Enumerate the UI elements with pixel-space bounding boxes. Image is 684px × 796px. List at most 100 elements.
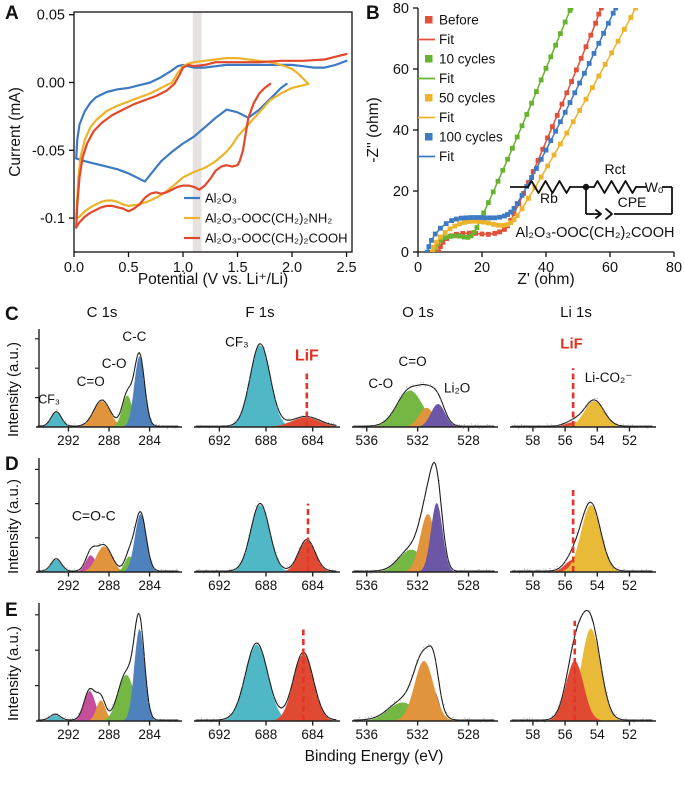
raw-data-dot <box>569 419 571 421</box>
raw-data-dot <box>559 701 561 703</box>
raw-data-dot <box>78 712 80 714</box>
eis-marker <box>502 213 507 219</box>
intensity-axis-label: Intensity (a.u.) <box>4 479 22 575</box>
eis-marker <box>567 100 573 105</box>
xps-spectrum-C-F1s: 692 688 684 CF₃ LiF <box>194 335 340 448</box>
eis-marker <box>471 218 477 224</box>
raw-data-dot <box>247 390 249 392</box>
raw-data-dot <box>229 712 231 714</box>
raw-data-dot <box>277 706 279 708</box>
raw-data-dot <box>129 385 131 387</box>
raw-data-dot <box>405 691 407 693</box>
raw-data-dot <box>477 569 479 571</box>
peak-annotation: C=O <box>77 374 105 389</box>
raw-data-dot <box>642 718 644 720</box>
raw-data-dot <box>237 568 239 570</box>
raw-data-dot <box>105 545 107 547</box>
raw-data-dot <box>73 423 75 425</box>
raw-data-dot <box>251 527 254 529</box>
raw-data-dot <box>325 424 327 426</box>
raw-data-dot <box>646 568 648 570</box>
raw-data-dot <box>320 562 322 564</box>
raw-data-dot <box>224 425 226 427</box>
raw-data-dot <box>246 546 248 548</box>
peak-annotation: LiF <box>560 336 583 353</box>
x-tick-label: 292 <box>57 578 80 593</box>
eis-marker <box>426 244 432 249</box>
raw-data-dot <box>363 570 365 572</box>
raw-data-dot <box>76 719 78 721</box>
raw-data-dot <box>54 714 56 716</box>
xps-peak-CF3 <box>196 644 336 721</box>
raw-data-dot <box>312 681 314 683</box>
raw-data-dot <box>302 415 304 417</box>
eis-marker <box>442 235 448 241</box>
raw-data-dot <box>517 427 519 430</box>
raw-data-dot <box>282 419 284 421</box>
raw-data-dot <box>273 696 275 698</box>
eis-marker <box>438 244 443 249</box>
eis-marker <box>438 234 443 240</box>
xps-peak-C-C <box>38 628 178 721</box>
raw-data-dot <box>557 425 559 427</box>
eis-marker <box>432 231 438 237</box>
raw-data-dot <box>393 563 395 566</box>
raw-data-dot <box>612 714 614 716</box>
raw-data-dot <box>562 422 564 424</box>
raw-data-dot <box>608 558 610 560</box>
raw-data-dot <box>606 413 608 415</box>
legend-label: Al₂O₃ <box>205 191 237 206</box>
raw-data-dot <box>543 568 545 570</box>
x-tick-label: 58 <box>525 578 540 593</box>
raw-data-dot <box>601 406 603 408</box>
raw-data-dot <box>552 715 554 717</box>
x-tick-label: 1.0 <box>173 260 193 276</box>
raw-data-dot <box>514 423 516 425</box>
raw-data-dot <box>544 721 546 723</box>
raw-data-dot <box>98 543 100 545</box>
x-tick-label: 684 <box>301 433 324 448</box>
raw-data-dot <box>413 385 415 387</box>
raw-data-dot <box>390 413 393 415</box>
raw-data-dot <box>569 550 571 552</box>
raw-data-dot <box>121 675 123 677</box>
raw-data-dot <box>253 358 255 360</box>
eis-marker <box>473 215 478 220</box>
xps-spectrum-E-F1s: 692 688 684 <box>194 626 340 742</box>
x-tick-label: 20 <box>474 260 490 276</box>
raw-data-dot <box>166 427 168 429</box>
raw-data-dot <box>462 427 464 429</box>
raw-data-dot <box>322 565 324 567</box>
raw-data-dot <box>636 719 638 721</box>
raw-data-dot <box>523 568 526 570</box>
raw-data-dot <box>128 660 130 663</box>
raw-data-dot <box>244 552 247 554</box>
raw-data-dot <box>449 420 451 422</box>
raw-data-dot <box>133 526 135 528</box>
raw-data-dot <box>418 658 420 660</box>
raw-data-dot <box>466 718 468 720</box>
raw-data-dot <box>393 703 395 705</box>
raw-data-dot <box>65 716 67 718</box>
raw-data-dot <box>594 397 596 400</box>
raw-data-dot <box>130 539 132 541</box>
xps-envelope <box>37 511 179 572</box>
raw-data-dot <box>551 423 553 425</box>
x-tick-label: 528 <box>457 433 480 448</box>
raw-data-dot <box>293 560 295 562</box>
warburg-label: Wₒ <box>645 179 664 195</box>
raw-data-dot <box>117 414 119 416</box>
raw-data-dot <box>457 569 459 572</box>
raw-data-dot <box>309 416 311 418</box>
raw-data-dot <box>148 702 150 704</box>
raw-data-dot <box>546 423 548 425</box>
raw-data-dot <box>435 466 437 468</box>
cv-curve <box>75 82 288 183</box>
raw-data-dot <box>466 425 468 427</box>
raw-data-dot <box>328 421 330 423</box>
eis-marker <box>574 67 579 73</box>
raw-data-dot <box>260 504 262 506</box>
raw-data-dot <box>112 414 114 416</box>
raw-data-dot <box>86 554 89 556</box>
raw-data-dot <box>545 568 547 570</box>
